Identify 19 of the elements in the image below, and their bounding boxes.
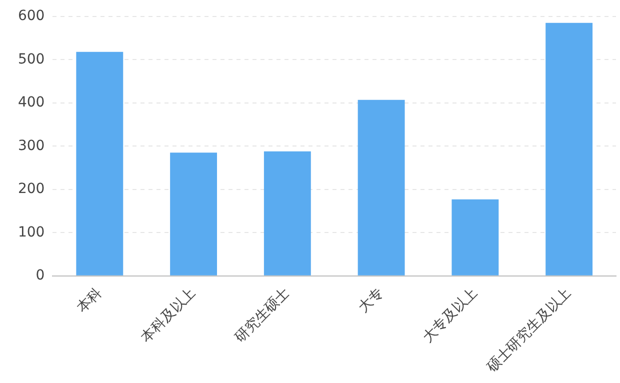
bar: [358, 100, 405, 276]
x-tick-label: 研究生硕士: [232, 284, 293, 346]
x-tick-label: 本科及以上: [138, 284, 199, 346]
x-tick-label: 大专及以上: [420, 284, 481, 346]
bar: [76, 52, 124, 276]
bar: [452, 199, 499, 276]
y-tick-label: 600: [18, 8, 45, 24]
y-tick-label: 500: [18, 51, 45, 68]
x-tick-label: 大专: [356, 284, 387, 316]
y-tick-label: 300: [18, 138, 45, 154]
x-tick-label: 本科: [74, 284, 106, 316]
x-tick-label: 硕士研究生及以上: [483, 284, 574, 376]
y-tick-label: 200: [18, 181, 45, 198]
y-tick-label: 400: [18, 94, 45, 111]
bar: [546, 22, 593, 276]
bar: [264, 151, 311, 276]
y-tick-label: 0: [36, 268, 45, 284]
y-tick-label: 100: [18, 224, 45, 240]
bar: [170, 152, 218, 276]
